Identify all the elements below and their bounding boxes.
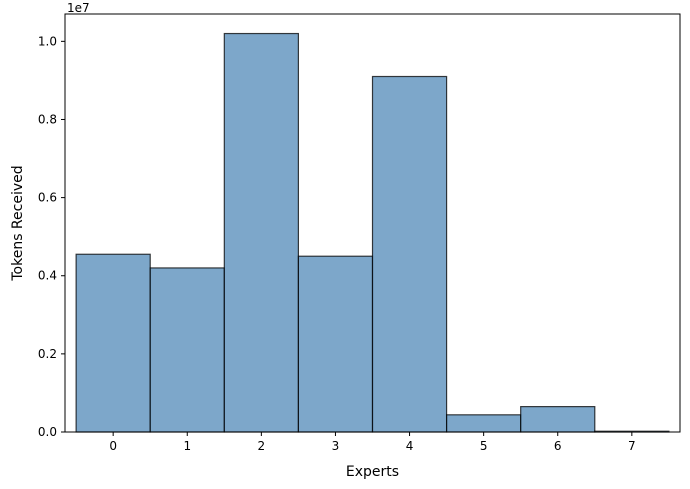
- y-tick-label: 0.6: [38, 191, 57, 205]
- bar-expert-2: [223, 32, 300, 433]
- plot-frame: [64, 13, 681, 433]
- bar-expert-1: [149, 267, 225, 433]
- y-axis-title: Tokens Received: [10, 165, 26, 281]
- y-tick-label: 0.8: [38, 112, 57, 126]
- x-tick-label: 6: [554, 439, 562, 453]
- x-tick-label: 4: [406, 439, 414, 453]
- x-axis-title: Experts: [346, 464, 399, 480]
- y-multiplier-label: 1e7: [67, 1, 90, 15]
- x-tick-label: 0: [109, 439, 117, 453]
- x-tick-label: 2: [258, 439, 266, 453]
- x-tick-label: 1: [183, 439, 191, 453]
- bar-expert-5: [445, 414, 522, 433]
- x-tick-label: 7: [628, 439, 636, 453]
- bars-group: [75, 32, 670, 433]
- bar-expert-6: [520, 406, 596, 433]
- y-ticks-group: 0.0 0.2 0.4 0.6 0.8 1.0: [38, 34, 65, 439]
- bar-expert-0: [75, 253, 151, 433]
- x-tick-label: 3: [332, 439, 340, 453]
- x-ticks-group: 0 1 2 3 4 5 6 7: [109, 432, 636, 453]
- bar-expert-3: [297, 255, 374, 433]
- y-tick-label: 0.4: [38, 269, 57, 283]
- bar-expert-4: [371, 75, 448, 433]
- y-tick-label: 0.2: [38, 347, 57, 361]
- x-tick-label: 5: [480, 439, 488, 453]
- y-tick-label: 0.0: [38, 425, 57, 439]
- y-tick-label: 1.0: [38, 34, 57, 48]
